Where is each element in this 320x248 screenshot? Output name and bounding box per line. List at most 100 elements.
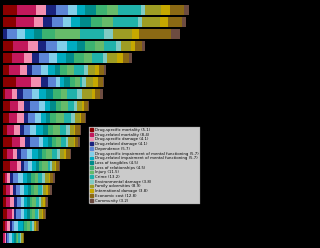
Bar [50, 173, 53, 183]
Bar [100, 89, 103, 99]
Bar [86, 77, 93, 87]
Bar [13, 149, 17, 159]
Bar [135, 41, 142, 51]
Bar [20, 185, 24, 195]
Bar [132, 29, 139, 39]
Bar [36, 221, 38, 231]
Bar [57, 41, 67, 51]
Bar [79, 113, 81, 123]
Bar [85, 41, 95, 51]
Bar [60, 125, 66, 135]
Bar [20, 137, 25, 147]
Bar [32, 209, 35, 219]
Bar [39, 161, 42, 171]
Bar [3, 197, 6, 207]
Bar [20, 65, 27, 75]
Bar [7, 233, 9, 243]
Bar [78, 137, 79, 147]
Bar [121, 41, 131, 51]
Bar [81, 113, 85, 123]
Bar [32, 149, 38, 159]
Bar [71, 113, 75, 123]
Bar [23, 233, 24, 243]
Bar [46, 149, 52, 159]
Bar [113, 17, 138, 27]
Bar [42, 161, 48, 171]
Bar [70, 125, 74, 135]
Bar [46, 5, 56, 15]
Bar [53, 173, 54, 183]
Bar [28, 41, 38, 51]
Bar [67, 89, 77, 99]
Bar [67, 65, 74, 75]
Bar [95, 41, 104, 51]
Bar [19, 173, 23, 183]
Bar [7, 209, 12, 219]
Bar [139, 29, 171, 39]
Bar [3, 29, 7, 39]
Bar [24, 113, 28, 123]
Bar [75, 125, 79, 135]
Bar [170, 5, 184, 15]
Bar [42, 29, 54, 39]
Bar [23, 89, 32, 99]
Bar [39, 197, 41, 207]
Bar [99, 65, 104, 75]
Bar [64, 77, 70, 87]
Bar [17, 149, 21, 159]
Bar [60, 65, 67, 75]
Bar [17, 5, 36, 15]
Bar [3, 209, 7, 219]
Bar [95, 89, 100, 99]
Bar [48, 137, 52, 147]
Bar [53, 89, 61, 99]
Bar [92, 53, 103, 63]
Bar [67, 41, 77, 51]
Bar [17, 233, 19, 243]
Bar [3, 77, 16, 87]
Bar [45, 101, 50, 111]
Bar [38, 185, 42, 195]
Bar [39, 89, 46, 99]
Bar [9, 113, 17, 123]
Bar [10, 161, 17, 171]
Bar [50, 185, 52, 195]
Bar [27, 197, 29, 207]
Bar [6, 197, 10, 207]
Bar [50, 101, 56, 111]
Bar [44, 209, 45, 219]
Bar [35, 209, 38, 219]
Bar [29, 101, 39, 111]
Bar [35, 173, 38, 183]
Bar [14, 197, 17, 207]
Bar [31, 173, 35, 183]
Bar [3, 173, 4, 183]
Bar [53, 125, 60, 135]
Bar [123, 53, 130, 63]
Bar [59, 161, 60, 171]
Bar [32, 221, 34, 231]
Bar [88, 101, 89, 111]
Bar [46, 89, 53, 99]
Bar [38, 173, 42, 183]
Bar [160, 17, 168, 27]
Bar [21, 209, 24, 219]
Bar [66, 149, 70, 159]
Bar [29, 137, 39, 147]
Bar [75, 137, 78, 147]
Bar [103, 77, 104, 87]
Bar [68, 137, 74, 147]
Bar [36, 125, 44, 135]
Bar [34, 185, 38, 195]
Bar [44, 185, 46, 195]
Bar [4, 221, 7, 231]
Bar [142, 17, 160, 27]
Bar [41, 77, 48, 87]
Bar [104, 41, 116, 51]
Bar [25, 137, 29, 147]
Bar [3, 5, 17, 15]
Bar [9, 65, 20, 75]
Bar [54, 161, 56, 171]
Bar [3, 101, 10, 111]
Bar [32, 197, 36, 207]
